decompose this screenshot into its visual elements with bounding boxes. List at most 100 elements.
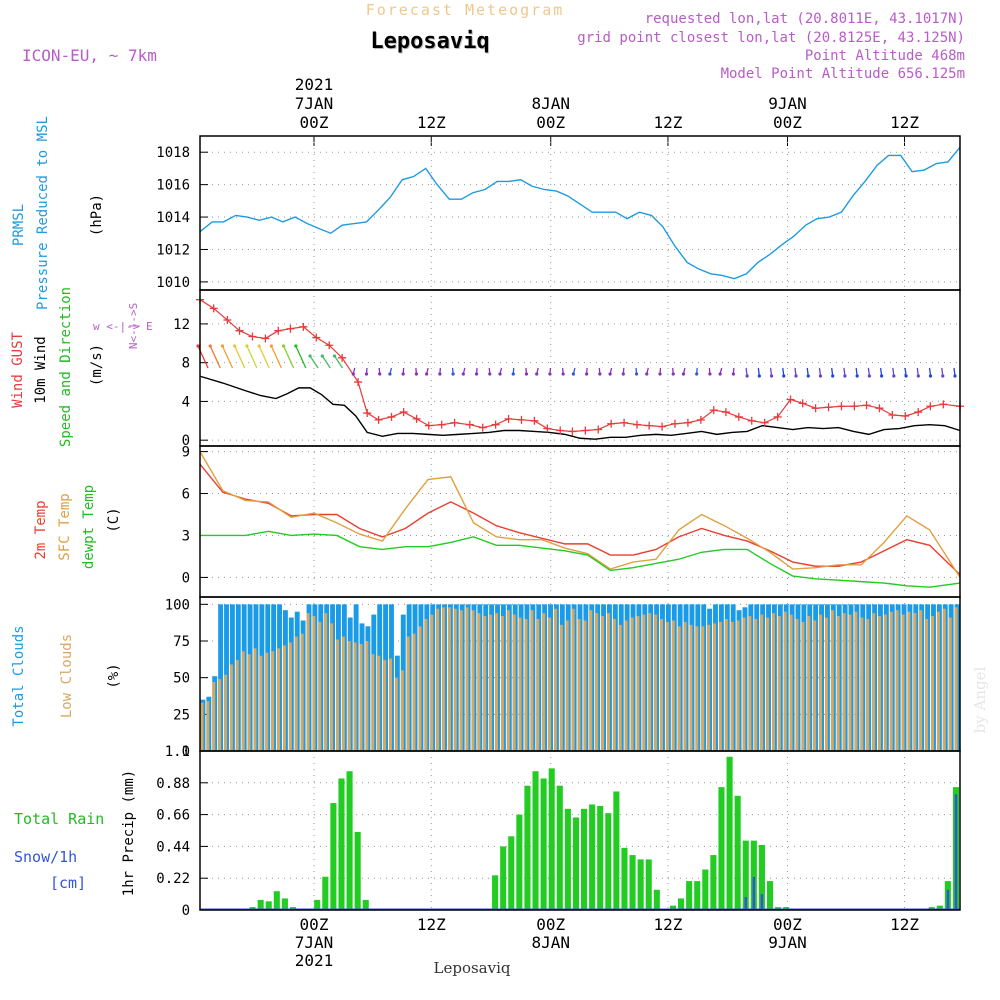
rain-bar — [669, 905, 677, 910]
rain-bar — [686, 881, 693, 910]
gust-marker — [798, 399, 807, 408]
gust-marker — [274, 326, 283, 335]
low-cloud-bar — [919, 610, 923, 751]
wind-arrow-head — [548, 372, 552, 376]
low-cloud-bar — [300, 633, 304, 751]
low-cloud-bar — [577, 619, 581, 751]
y-tick-label: 1010 — [156, 275, 190, 291]
rain-bar — [281, 898, 288, 910]
gust-marker — [424, 421, 433, 430]
low-cloud-bar — [359, 643, 363, 751]
gust-marker — [850, 402, 859, 411]
low-cloud-bar — [565, 620, 569, 751]
wind-arrow-head — [269, 344, 273, 348]
t2m-label: 2m Temp — [33, 500, 49, 559]
low-cloud-bar — [948, 617, 952, 751]
y-tick-label: 0.66 — [156, 808, 190, 824]
rain-bar — [734, 795, 741, 910]
wind-arrow-head — [414, 372, 419, 376]
wind-arrow-head — [351, 372, 355, 376]
wind-arrow-head — [658, 372, 662, 376]
wind-arrow-head — [401, 372, 405, 376]
sfc-line — [199, 451, 961, 578]
low-cloud-bar — [836, 616, 840, 751]
wind-arrow-head — [671, 372, 675, 376]
gust-marker — [671, 419, 679, 428]
low-cloud-bar — [536, 619, 540, 751]
rain-bar — [322, 876, 329, 910]
y-tick-label: 3 — [182, 528, 190, 544]
low-cloud-bar — [701, 626, 705, 751]
rain-bar — [257, 899, 264, 910]
rain-bar — [710, 855, 717, 910]
wind-arrow-head — [916, 374, 920, 378]
low-cloud-bar — [807, 616, 811, 751]
gust-marker — [223, 316, 232, 325]
panel-frame — [199, 135, 961, 291]
wind-arrow-head — [320, 354, 324, 358]
low-cloud-bar — [512, 614, 516, 751]
credit-watermark: by Angel — [971, 666, 989, 733]
y-tick-label: 8 — [182, 356, 190, 372]
rain-bar — [314, 899, 321, 910]
gust-marker — [721, 408, 730, 417]
wind-arrow-head — [831, 374, 835, 378]
wind-arrow-head — [718, 372, 722, 376]
wind-arrow-head — [196, 344, 200, 348]
low-cloud-bar — [553, 608, 557, 751]
wind-arrow-head — [855, 374, 859, 378]
low-cloud-bar — [542, 613, 546, 751]
low-cloud-bar — [677, 626, 681, 751]
gust-marker — [926, 402, 935, 411]
low-cloud-bar — [241, 651, 245, 751]
low-cloud-bar — [724, 619, 728, 751]
rain-bar — [702, 869, 709, 910]
gust-marker — [633, 420, 641, 429]
cloud-unit-label: (%) — [106, 663, 122, 688]
wind-arrow-head — [757, 374, 761, 378]
wind-arrow-head — [535, 372, 539, 376]
gust-marker — [824, 403, 833, 412]
low-cloud-bar — [624, 620, 628, 751]
ns-compass: N<-|->S — [127, 303, 140, 349]
low-cloud-bar — [282, 645, 286, 751]
wind-arrow-head — [843, 374, 847, 378]
wind-arrow-head — [867, 374, 871, 378]
bottom-time-label: 00Z — [300, 915, 329, 934]
wind-direction-arrow — [258, 345, 270, 369]
wind-direction-arrow — [309, 355, 319, 369]
low-cloud-bar — [436, 608, 440, 751]
wind-arrow-head — [745, 374, 749, 378]
top-time-label: 12Z — [890, 113, 919, 132]
low-cloud-bar — [447, 607, 451, 751]
bottom-time-label: 00Z — [536, 915, 565, 934]
low-cloud-bar — [288, 642, 292, 751]
rain-bar — [936, 905, 943, 910]
wind-arrow-head — [585, 372, 589, 376]
wind-arrow-head — [695, 372, 699, 376]
rain-bar — [548, 768, 555, 910]
pressure-msl-label: Pressure Reduced to MSL — [35, 116, 51, 310]
y-tick-label: 1016 — [156, 178, 190, 194]
low-cloud-bar — [901, 614, 905, 751]
low-cloud-bar — [377, 655, 381, 751]
low-cloud-bar — [654, 614, 658, 751]
wind-arrow-head — [621, 372, 625, 376]
gust-marker — [862, 401, 871, 410]
bottom-time-label: 12Z — [890, 915, 919, 934]
model-altitude: Model Point Altitude 656.125m — [721, 66, 965, 82]
gust-marker — [517, 415, 526, 424]
low-cloud-bar — [294, 636, 298, 751]
wind-direction-arrow — [321, 355, 331, 369]
gust-marker — [683, 418, 692, 427]
bottom-time-label: 9JAN — [768, 933, 807, 952]
rain-bar — [637, 859, 644, 910]
bottom-time-label: 2021 — [295, 951, 334, 970]
panel-wind: 0 4 8 12 — [173, 289, 964, 449]
gust-marker — [607, 419, 616, 428]
low-cloud-bar — [477, 613, 481, 751]
product-title: Forecast Meteogram — [366, 1, 565, 19]
wind10m-label: 10m Wind — [33, 336, 49, 403]
we-compass: w <-|-> E — [93, 320, 153, 333]
